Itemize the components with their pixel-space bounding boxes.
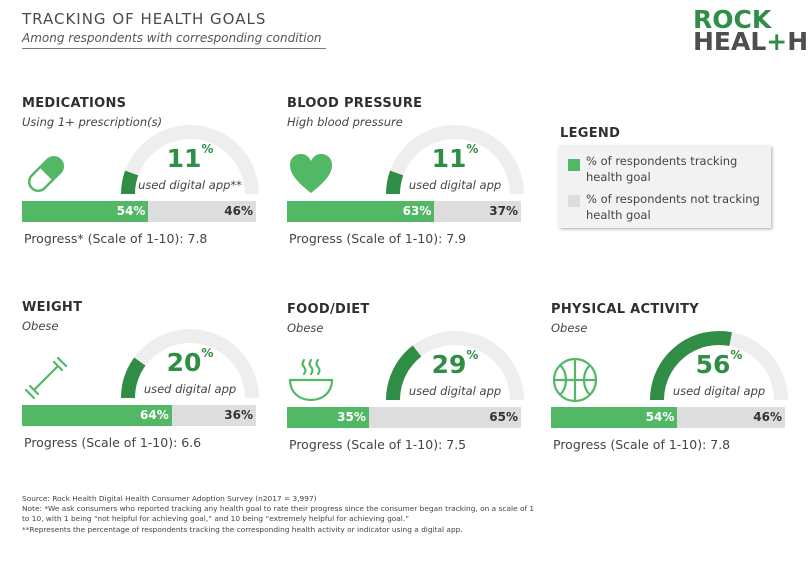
tracking-bar: 64% 36% — [22, 405, 256, 426]
not-tracking-value-label: 36% — [224, 408, 253, 422]
tracking-value-label: 54% — [645, 410, 675, 424]
not-tracking-value-label: 46% — [753, 410, 782, 424]
not-tracking-value-label: 65% — [489, 410, 518, 424]
gauge-fill — [650, 331, 732, 401]
gauge-fill — [386, 345, 422, 401]
pill-icon — [22, 150, 70, 198]
legend: % of respondents tracking health goal % … — [559, 146, 771, 228]
panel-condition: High blood pressure — [287, 115, 403, 129]
digital-app-label: used digital app — [408, 178, 502, 192]
digital-app-label: used digital app — [143, 382, 237, 396]
digital-app-label: used digital app — [408, 384, 502, 398]
digital-app-gauge — [121, 329, 259, 399]
logo-line-1: ROCK — [693, 5, 772, 34]
not-tracking-value-label: 37% — [489, 204, 518, 218]
tracking-bar-fill: 54% — [551, 407, 678, 428]
progress-score: Progress (Scale of 1-10): 7.8 — [553, 437, 731, 452]
panel-condition: Obese — [22, 319, 59, 333]
tracking-value-label: 54% — [116, 204, 146, 218]
tracking-bar-fill: 35% — [287, 407, 369, 428]
panel-title: WEIGHT — [22, 300, 83, 315]
panel-medications: MEDICATIONS Using 1+ prescription(s) 11% u… — [22, 96, 262, 286]
gauge-fill — [121, 170, 139, 195]
rock-health-logo: ROCK HEAL+H — [693, 7, 809, 56]
gauge-fill — [386, 170, 404, 195]
footnotes: Source: Rock Health Digital Health Consu… — [22, 494, 542, 535]
basketball-icon — [551, 356, 599, 404]
tracking-bar: 63% 37% — [287, 201, 521, 222]
progress-score: Progress (Scale of 1-10): 7.5 — [289, 437, 467, 452]
panel-physical-activity: PHYSICAL ACTIVITY Obese 56% used digital a… — [551, 302, 791, 492]
panel-food-diet: FOOD/DIET Obese 29% used digital app 35% 6… — [287, 302, 527, 492]
digital-app-percent: 29% — [431, 348, 479, 379]
digital-app-percent: 56% — [695, 348, 743, 379]
panel-condition: Obese — [287, 321, 324, 335]
legend-swatch-not-tracking — [568, 195, 580, 207]
panel-title: BLOOD PRESSURE — [287, 96, 423, 111]
panel-title: FOOD/DIET — [287, 302, 370, 317]
legend-title: LEGEND — [560, 126, 621, 141]
gauge-track — [121, 125, 259, 195]
progress-score: Progress (Scale of 1-10): 6.6 — [24, 435, 202, 450]
tracking-bar: 35% 65% — [287, 407, 521, 428]
digital-app-percent: 20% — [166, 346, 214, 377]
legend-label-tracking: % of respondents tracking health goal — [586, 154, 738, 184]
legend-swatch-tracking — [568, 159, 580, 171]
digital-app-gauge — [121, 125, 259, 195]
tracking-value-label: 64% — [140, 408, 169, 422]
digital-app-gauge — [386, 331, 524, 401]
digital-app-gauge — [650, 331, 788, 401]
page-subtitle: Among respondents with corresponding con… — [22, 31, 326, 49]
digital-app-label: used digital app — [672, 384, 766, 398]
tracking-bar-fill: 64% — [22, 405, 172, 426]
not-tracking-value-label: 46% — [224, 204, 253, 218]
panel-weight: WEIGHT Obese 20% used digital app 64% 36% … — [22, 300, 262, 490]
panel-title: PHYSICAL ACTIVITY — [551, 302, 700, 317]
gauge-track — [386, 125, 524, 195]
page-title: TRACKING OF HEALTH GOALS — [22, 10, 267, 28]
panel-title: MEDICATIONS — [22, 96, 127, 111]
digital-app-label: used digital app** — [138, 178, 242, 192]
tracking-bar-fill: 63% — [287, 201, 435, 222]
footnote-app-definition: **Represents the percentage of responden… — [22, 524, 463, 534]
tracking-value-label: 63% — [402, 204, 432, 218]
dumbbell-icon — [22, 354, 70, 402]
panel-condition: Using 1+ prescription(s) — [22, 115, 163, 129]
panel-condition: Obese — [551, 321, 588, 335]
heart-icon — [287, 150, 335, 198]
digital-app-gauge — [386, 125, 524, 195]
digital-app-percent: 11% — [431, 142, 479, 173]
legend-label-not-tracking: % of respondents not tracking health goa… — [586, 192, 760, 222]
tracking-value-label: 35% — [337, 410, 366, 424]
footnote-source: Source: Rock Health Digital Health Consu… — [22, 494, 317, 503]
gauge-fill — [121, 357, 146, 399]
progress-score: Progress* (Scale of 1-10): 7.8 — [24, 231, 208, 246]
tracking-bar-fill: 54% — [22, 201, 149, 222]
footnote-note: Note: *We ask consumers who reported tra… — [22, 504, 537, 524]
tracking-bar: 54% 46% — [551, 407, 785, 428]
digital-app-percent: 11% — [166, 142, 214, 173]
soup-bowl-icon — [287, 356, 335, 404]
tracking-bar: 54% 46% — [22, 201, 256, 222]
logo-line-2: HEAL+H — [693, 27, 809, 56]
panel-blood-pressure: BLOOD PRESSURE High blood pressure 11% use… — [287, 96, 527, 286]
progress-score: Progress (Scale of 1-10): 7.9 — [289, 231, 467, 246]
